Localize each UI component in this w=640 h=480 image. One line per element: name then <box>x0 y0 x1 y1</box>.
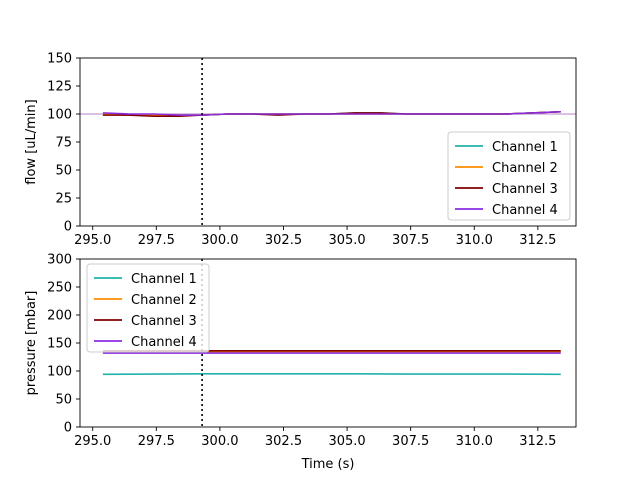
x-tick-label: 312.5 <box>519 233 556 248</box>
x-tick-label: 300.0 <box>201 233 238 248</box>
legend-label-2: Channel 2 <box>131 293 197 308</box>
y-tick-label: 100 <box>47 108 72 123</box>
x-tick-label: 297.5 <box>138 233 175 248</box>
legend-label-3: Channel 3 <box>492 182 558 197</box>
series-line-4 <box>102 110 561 116</box>
y-tick-label: 125 <box>47 80 72 95</box>
y-tick-label: 0 <box>64 220 72 235</box>
x-tick-label: 302.5 <box>265 434 302 449</box>
x-tick-label: 310.0 <box>456 434 493 449</box>
x-tick-label: 312.5 <box>519 434 556 449</box>
x-tick-label: 307.5 <box>392 233 429 248</box>
y-tick-label: 50 <box>55 393 72 408</box>
y-tick-label: 250 <box>47 281 72 296</box>
x-tick-label: 310.0 <box>456 233 493 248</box>
x-tick-label: 305.0 <box>328 233 365 248</box>
x-tick-label: 300.0 <box>201 434 238 449</box>
x-tick-label: 305.0 <box>328 434 365 449</box>
x-axis-label: Time (s) <box>301 457 355 472</box>
legend-label-3: Channel 3 <box>131 314 197 329</box>
subplot-2: 295.0 297.5 300.0 302.5 305.0 307.5 310.0 312.5… <box>24 253 577 472</box>
x-tick-label: 295.0 <box>74 434 111 449</box>
y-axis-label: pressure [mbar] <box>24 291 39 396</box>
y-tick-label: 50 <box>55 164 72 179</box>
legend: Channel 1 Channel 2 Channel 3 Channel 4 <box>447 131 571 221</box>
y-tick-label: 25 <box>55 192 72 207</box>
y-tick-label: 0 <box>64 421 72 436</box>
y-tick-label: 150 <box>47 337 72 352</box>
legend-label-1: Channel 1 <box>492 140 558 155</box>
y-axis-label: flow [uL/min] <box>24 99 39 184</box>
legend-label-4: Channel 4 <box>131 335 197 350</box>
x-tick-label: 307.5 <box>392 434 429 449</box>
legend-box <box>86 263 210 353</box>
y-tick-label: 75 <box>55 136 72 151</box>
legend-label-1: Channel 1 <box>131 272 197 287</box>
subplot-1: 295.0 297.5 300.0 302.5 305.0 307.5 310.0 312.5… <box>24 52 577 248</box>
x-tick-label: 297.5 <box>138 434 175 449</box>
legend: Channel 1 Channel 2 Channel 3 Channel 4 <box>86 263 210 353</box>
y-tick-label: 100 <box>47 365 72 380</box>
y-tick-label: 300 <box>47 253 72 268</box>
legend-label-4: Channel 4 <box>492 203 558 218</box>
y-tick-label: 150 <box>47 52 72 67</box>
series-line-1 <box>102 372 561 376</box>
x-tick-label: 295.0 <box>74 233 111 248</box>
legend-box <box>447 131 571 221</box>
x-tick-label: 302.5 <box>265 233 302 248</box>
y-tick-label: 200 <box>47 309 72 324</box>
legend-label-2: Channel 2 <box>492 161 558 176</box>
